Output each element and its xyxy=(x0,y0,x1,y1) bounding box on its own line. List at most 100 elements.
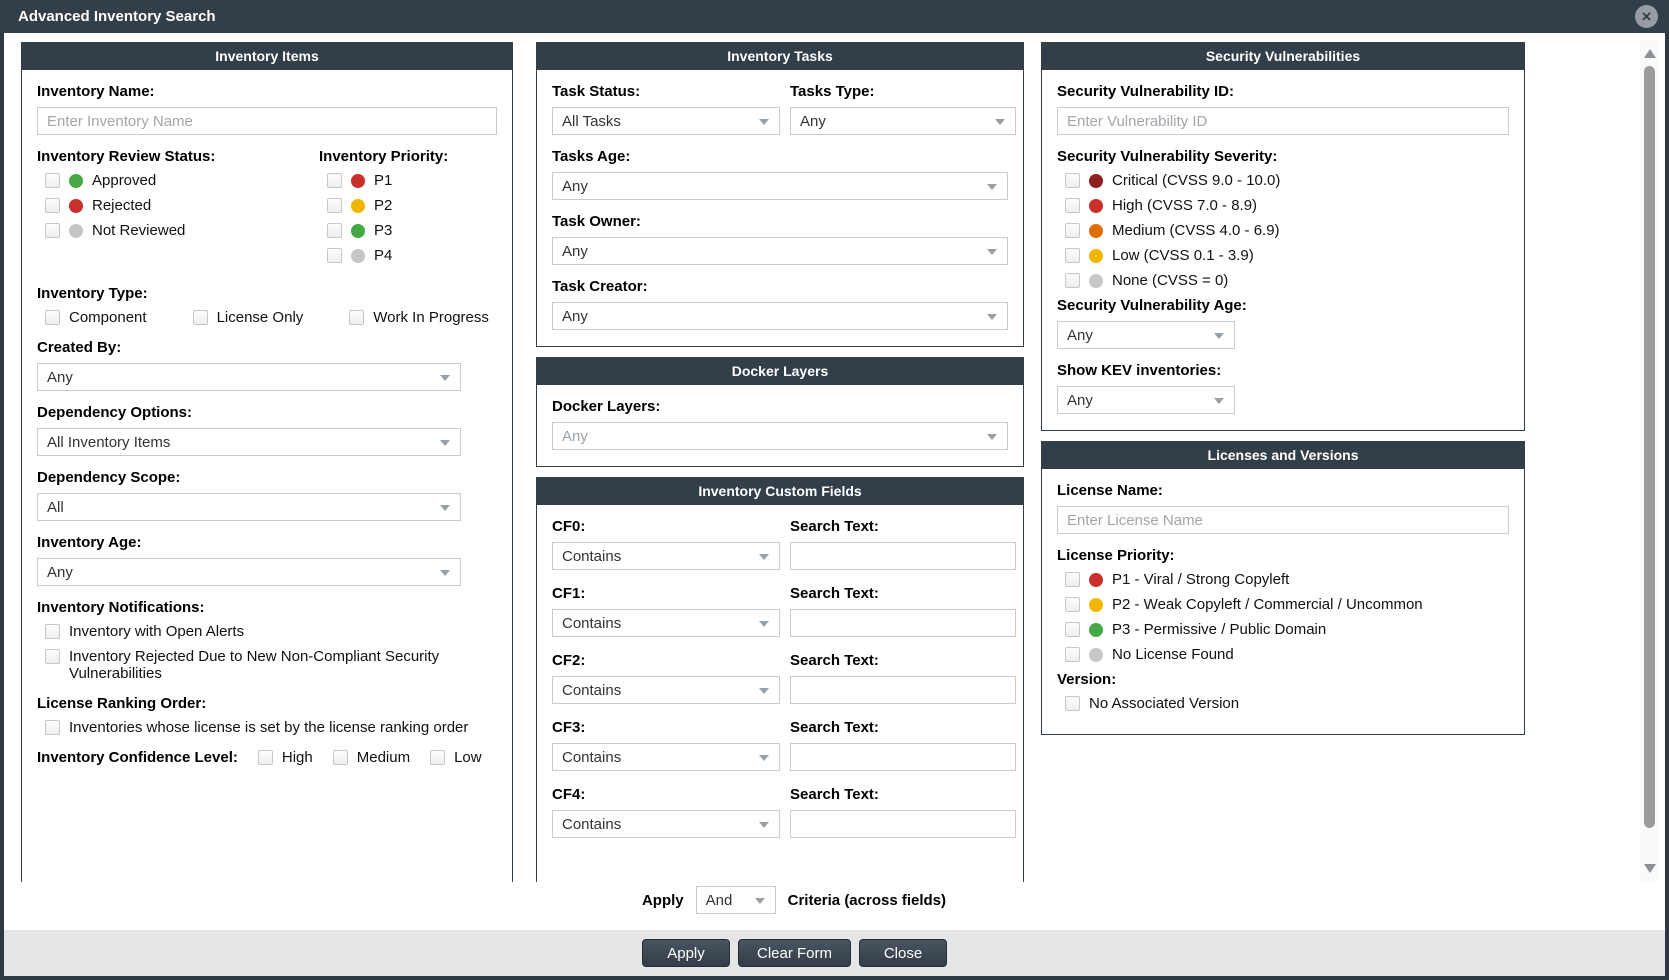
license-p1-checkbox[interactable] xyxy=(1065,572,1080,587)
severity-critical-dot xyxy=(1089,174,1103,188)
tasks-type-select[interactable]: Any xyxy=(790,107,1016,135)
chevron-down-icon xyxy=(759,688,769,694)
apply-button[interactable]: Apply xyxy=(641,939,730,967)
cf4-search-text-input[interactable] xyxy=(790,810,1016,838)
no-associated-version-checkbox[interactable] xyxy=(1065,696,1080,711)
no-license-found-option[interactable]: No License Found xyxy=(1065,646,1509,663)
license-p1-option[interactable]: P1 - Viral / Strong Copyleft xyxy=(1065,571,1509,588)
cf2-search-text-input[interactable] xyxy=(790,676,1016,704)
confidence-high-option[interactable]: High xyxy=(257,749,313,766)
confidence-low-option[interactable]: Low xyxy=(430,749,482,766)
priority-p1-checkbox[interactable] xyxy=(327,173,342,188)
severity-medium-option[interactable]: Medium (CVSS 4.0 - 6.9) xyxy=(1065,222,1509,239)
severity-critical-option[interactable]: Critical (CVSS 9.0 - 10.0) xyxy=(1065,172,1509,189)
type-component-option[interactable]: Component xyxy=(45,309,147,326)
licenses-versions-header: Licenses and Versions xyxy=(1042,442,1524,469)
task-creator-select[interactable]: Any xyxy=(552,302,1008,330)
tasks-age-select[interactable]: Any xyxy=(552,172,1008,200)
severity-medium-checkbox[interactable] xyxy=(1065,223,1080,238)
severity-high-checkbox[interactable] xyxy=(1065,198,1080,213)
dependency-options-select[interactable]: All Inventory Items xyxy=(37,428,461,456)
created-by-select[interactable]: Any xyxy=(37,363,461,391)
severity-low-option[interactable]: Low (CVSS 0.1 - 3.9) xyxy=(1065,247,1509,264)
no-associated-version-option[interactable]: No Associated Version xyxy=(1065,695,1509,712)
vertical-scrollbar[interactable] xyxy=(1640,40,1659,882)
cf0-search-text-input[interactable] xyxy=(790,542,1016,570)
scrollbar-thumb[interactable] xyxy=(1644,66,1655,828)
inventory-name-label: Inventory Name: xyxy=(37,83,155,100)
open-alerts-option[interactable]: Inventory with Open Alerts xyxy=(45,623,497,640)
open-alerts-checkbox[interactable] xyxy=(45,624,60,639)
severity-high-option[interactable]: High (CVSS 7.0 - 8.9) xyxy=(1065,197,1509,214)
close-icon[interactable]: × xyxy=(1635,5,1658,28)
not-reviewed-checkbox[interactable] xyxy=(45,223,60,238)
confidence-medium-option[interactable]: Medium xyxy=(332,749,410,766)
approved-option[interactable]: Approved xyxy=(45,172,319,189)
vulnerability-age-select[interactable]: Any xyxy=(1057,321,1235,349)
rejected-noncompliant-checkbox[interactable] xyxy=(45,649,60,664)
vulnerability-id-input[interactable] xyxy=(1057,107,1509,135)
inventory-age-select[interactable]: Any xyxy=(37,558,461,586)
close-button[interactable]: Close xyxy=(859,939,947,967)
priority-p3-checkbox[interactable] xyxy=(327,223,342,238)
confidence-high-checkbox[interactable] xyxy=(257,750,273,765)
cf3-operator-select[interactable]: Contains xyxy=(552,743,780,771)
show-kev-select[interactable]: Any xyxy=(1057,386,1235,414)
rejected-option[interactable]: Rejected xyxy=(45,197,319,214)
license-p3-option[interactable]: P3 - Permissive / Public Domain xyxy=(1065,621,1509,638)
priority-p4-checkbox[interactable] xyxy=(327,248,342,263)
severity-medium-dot xyxy=(1089,224,1103,238)
license-p2-checkbox[interactable] xyxy=(1065,597,1080,612)
type-component-checkbox[interactable] xyxy=(45,310,60,325)
priority-p4-option[interactable]: P4 xyxy=(327,247,497,264)
rejected-checkbox[interactable] xyxy=(45,198,60,213)
not-reviewed-option[interactable]: Not Reviewed xyxy=(45,222,319,239)
task-status-select[interactable]: All Tasks xyxy=(552,107,780,135)
dependency-scope-select[interactable]: All xyxy=(37,493,461,521)
confidence-low-checkbox[interactable] xyxy=(430,750,446,765)
task-creator-label: Task Creator: xyxy=(552,278,648,295)
criteria-operator-select[interactable]: And xyxy=(695,886,776,914)
license-name-input[interactable] xyxy=(1057,506,1509,534)
scroll-up-icon[interactable] xyxy=(1644,49,1656,58)
license-p3-dot xyxy=(1089,623,1103,637)
licenses-versions-panel: Licenses and Versions License Name: Lice… xyxy=(1041,441,1525,735)
priority-p1-option[interactable]: P1 xyxy=(327,172,497,189)
type-license-only-checkbox[interactable] xyxy=(192,310,208,325)
cf1-search-text-input[interactable] xyxy=(790,609,1016,637)
task-owner-select[interactable]: Any xyxy=(552,237,1008,265)
license-p2-option[interactable]: P2 - Weak Copyleft / Commercial / Uncomm… xyxy=(1065,596,1509,613)
confidence-medium-checkbox[interactable] xyxy=(332,750,348,765)
license-ranking-option[interactable]: Inventories whose license is set by the … xyxy=(45,719,497,736)
type-license-only-option[interactable]: License Only xyxy=(192,309,303,326)
license-p3-checkbox[interactable] xyxy=(1065,622,1080,637)
priority-p3-option[interactable]: P3 xyxy=(327,222,497,239)
chevron-down-icon xyxy=(440,570,450,576)
cf3-search-text-input[interactable] xyxy=(790,743,1016,771)
license-ranking-checkbox[interactable] xyxy=(45,720,60,735)
inventory-name-input[interactable] xyxy=(37,107,497,135)
severity-none-checkbox[interactable] xyxy=(1065,273,1080,288)
clear-form-button[interactable]: Clear Form xyxy=(737,939,851,967)
chevron-down-icon xyxy=(759,554,769,560)
severity-critical-checkbox[interactable] xyxy=(1065,173,1080,188)
priority-p2-checkbox[interactable] xyxy=(327,198,342,213)
tasks-age-label: Tasks Age: xyxy=(552,148,631,165)
cf2-operator-select[interactable]: Contains xyxy=(552,676,780,704)
type-wip-checkbox[interactable] xyxy=(349,310,365,325)
cf0-operator-select[interactable]: Contains xyxy=(552,542,780,570)
scroll-down-icon[interactable] xyxy=(1644,864,1656,873)
cf1-operator-select[interactable]: Contains xyxy=(552,609,780,637)
chevron-down-icon xyxy=(440,505,450,511)
chevron-down-icon xyxy=(759,119,769,125)
severity-low-checkbox[interactable] xyxy=(1065,248,1080,263)
approved-checkbox[interactable] xyxy=(45,173,60,188)
priority-p2-option[interactable]: P2 xyxy=(327,197,497,214)
type-wip-option[interactable]: Work In Progress xyxy=(349,309,489,326)
cf4-operator-select[interactable]: Contains xyxy=(552,810,780,838)
no-license-found-checkbox[interactable] xyxy=(1065,647,1080,662)
rejected-noncompliant-option[interactable]: Inventory Rejected Due to New Non-Compli… xyxy=(45,648,475,682)
chevron-down-icon xyxy=(987,314,997,320)
docker-layers-select[interactable]: Any xyxy=(552,422,1008,450)
severity-none-option[interactable]: None (CVSS = 0) xyxy=(1065,272,1509,289)
